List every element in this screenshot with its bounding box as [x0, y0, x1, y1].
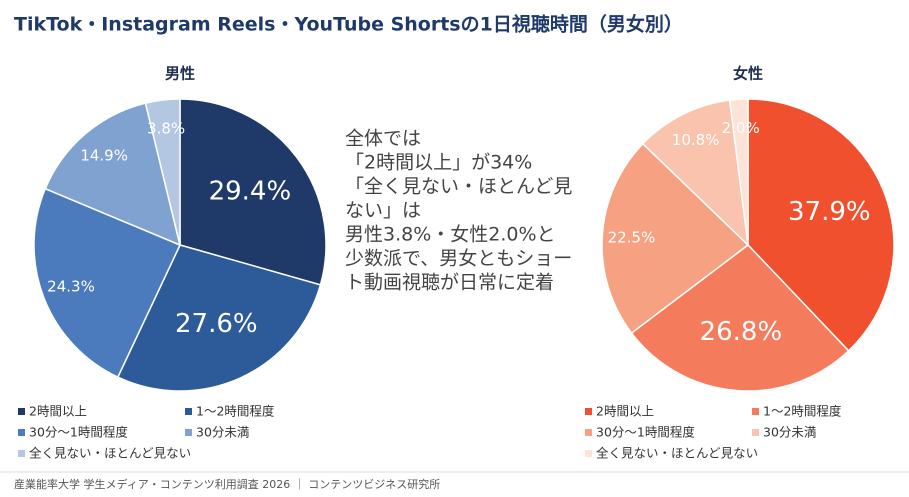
legend-swatch: [18, 450, 25, 457]
pie-slice: [641, 99, 750, 248]
legend-swatch: [18, 429, 25, 436]
data-label: 2.0%: [722, 119, 760, 137]
annotation-line: 「2時間以上」が34%: [345, 152, 532, 174]
legend-label: 2時間以上: [29, 404, 87, 419]
legend-label: 1～2時間程度: [763, 404, 842, 419]
legend-swatch: [585, 429, 592, 436]
legend-label: 30分未満: [196, 425, 249, 440]
legend-swatch: [185, 429, 192, 436]
legend-swatch: [185, 408, 192, 415]
chart-title: 男性: [165, 65, 195, 83]
legend-label: 1～2時間程度: [196, 404, 275, 419]
legend-swatch: [585, 408, 592, 415]
legend-label: 全く見ない・ほとんど見ない: [596, 446, 758, 461]
source: 産業能率大学 学生メディア・コンテンツ利用調査 2026 ｜ コンテンツビジネス…: [14, 477, 440, 491]
annotation-line: 少数派で、男女ともショー: [345, 248, 572, 270]
pie-slice: [116, 244, 322, 392]
legend-label: 30分～1時間程度: [29, 425, 128, 440]
legend-swatch: [752, 429, 759, 436]
data-label: 10.8%: [672, 131, 720, 149]
pie-slice: [747, 98, 895, 352]
pie-slice: [33, 187, 182, 379]
data-label: 26.8%: [700, 317, 783, 347]
data-label: 14.9%: [80, 147, 128, 165]
legend-swatch: [752, 408, 759, 415]
legend-label: 30分未満: [763, 425, 816, 440]
annotation-line: 男性3.8%・女性2.0%と: [345, 224, 556, 246]
data-label: 37.9%: [788, 197, 871, 227]
pie-slice: [601, 142, 750, 335]
data-label: 27.6%: [175, 309, 258, 339]
annotation-line: 全体では: [345, 128, 421, 150]
annotation-line: ない」は: [345, 200, 421, 222]
data-label: 22.5%: [608, 229, 656, 247]
pie-slice: [144, 98, 181, 246]
legend-swatch: [585, 450, 592, 457]
legend-label: 30分～1時間程度: [596, 425, 695, 440]
chart-title: 女性: [733, 65, 763, 83]
page-title: TikTok・Instagram Reels・YouTube Shortsの1日…: [14, 13, 683, 36]
annotation-line: ト動画視聴が日常に定着: [345, 272, 554, 294]
pie-slice: [728, 98, 749, 246]
data-label: 24.3%: [47, 277, 95, 295]
legend-swatch: [18, 408, 25, 415]
annotation-line: 「全く見ない・ほとんど見: [345, 176, 572, 198]
pie-slice: [630, 243, 850, 392]
data-label: 3.8%: [147, 120, 185, 138]
data-label: 29.4%: [209, 177, 292, 207]
legend-label: 2時間以上: [596, 404, 654, 419]
pie-slice: [179, 98, 327, 286]
pie-slice: [44, 102, 182, 247]
legend-label: 全く見ない・ほとんど見ない: [29, 446, 191, 461]
